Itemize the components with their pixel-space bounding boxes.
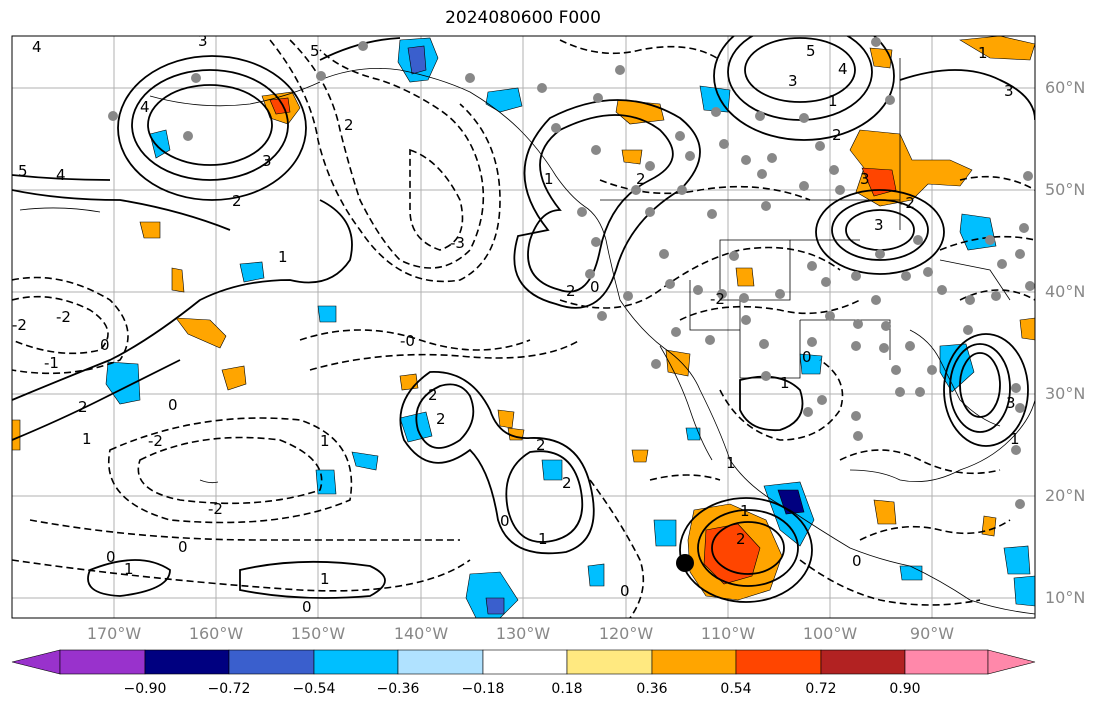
station-dots — [108, 37, 1035, 509]
svg-text:1: 1 — [740, 502, 750, 520]
colorbar-tick: 0.90 — [889, 681, 921, 697]
svg-text:2: 2 — [736, 530, 746, 548]
svg-text:-2: -2 — [12, 316, 27, 334]
lat-label-20n: 20°N — [1045, 486, 1086, 505]
svg-text:2: 2 — [536, 436, 546, 454]
lon-label-90w: 90°W — [909, 624, 955, 643]
svg-text:4: 4 — [32, 38, 42, 56]
lon-label-130w: 130°W — [495, 624, 551, 643]
colorbar-tick: 0.36 — [636, 681, 668, 697]
svg-text:2: 2 — [436, 410, 446, 428]
svg-text:3: 3 — [198, 32, 208, 50]
lat-label-40n: 40°N — [1045, 282, 1086, 301]
svg-text:0: 0 — [620, 582, 630, 600]
svg-text:1: 1 — [124, 560, 134, 578]
svg-text:1: 1 — [780, 374, 790, 392]
shaded-areas — [12, 36, 1035, 618]
svg-text:3: 3 — [262, 152, 272, 170]
contour-labels: 4 3 5 4 5 4 2 3 2 1 -3 -2 -2 -1 0 2 1 0 … — [12, 32, 1020, 616]
svg-text:4: 4 — [56, 166, 66, 184]
colorbar-tick: −0.90 — [123, 681, 167, 697]
colorbar — [11, 649, 1036, 675]
dashed-contours — [12, 39, 1035, 618]
svg-text:3: 3 — [788, 72, 798, 90]
map-title: 2024080600 F000 — [445, 8, 601, 28]
lon-label-110w: 110°W — [700, 624, 756, 643]
svg-text:1: 1 — [828, 92, 838, 110]
lon-label-100w: 100°W — [802, 624, 858, 643]
svg-text:0: 0 — [100, 336, 110, 354]
lon-label-120w: 120°W — [598, 624, 654, 643]
colorbar-tick: 0.72 — [805, 681, 837, 697]
svg-text:1: 1 — [726, 454, 736, 472]
lon-label-170w: 170°W — [86, 624, 142, 643]
svg-text:-2: -2 — [710, 290, 725, 308]
lat-label-60n: 60°N — [1045, 78, 1086, 97]
svg-text:3: 3 — [860, 170, 870, 188]
svg-text:4: 4 — [140, 98, 150, 116]
svg-text:5: 5 — [310, 42, 320, 60]
svg-text:1: 1 — [1010, 430, 1020, 448]
svg-text:3: 3 — [1004, 82, 1014, 100]
svg-text:3: 3 — [1006, 394, 1016, 412]
coastlines — [19, 58, 1035, 615]
lat-label-50n: 50°N — [1045, 180, 1086, 199]
svg-text:-1: -1 — [44, 354, 59, 372]
svg-text:0: 0 — [590, 278, 600, 296]
svg-text:1: 1 — [320, 570, 330, 588]
svg-text:2: 2 — [562, 474, 572, 492]
colorbar-tick: 0.18 — [551, 681, 583, 697]
colorbar-tick: 0.54 — [720, 681, 752, 697]
colorbar-tick: −0.72 — [207, 681, 251, 697]
svg-text:2: 2 — [636, 170, 646, 188]
svg-text:2: 2 — [832, 126, 842, 144]
svg-text:-3: -3 — [450, 234, 465, 252]
colorbar-tick: −0.18 — [461, 681, 505, 697]
svg-text:4: 4 — [838, 60, 848, 78]
lon-label-160w: 160°W — [188, 624, 244, 643]
svg-text:0: 0 — [106, 548, 116, 566]
svg-text:-2: -2 — [900, 194, 915, 212]
svg-text:-0: -0 — [400, 332, 415, 350]
lon-label-150w: 150°W — [290, 624, 346, 643]
svg-text:1: 1 — [82, 430, 92, 448]
svg-text:1: 1 — [544, 170, 554, 188]
storm-marker — [676, 554, 694, 572]
lon-label-140w: 140°W — [393, 624, 449, 643]
svg-text:1: 1 — [978, 44, 988, 62]
svg-text:-2: -2 — [148, 432, 163, 450]
svg-text:5: 5 — [806, 42, 816, 60]
svg-text:-2: -2 — [56, 308, 71, 326]
colorbar-tick: −0.36 — [376, 681, 420, 697]
svg-text:-2: -2 — [208, 500, 223, 518]
svg-text:5: 5 — [18, 162, 28, 180]
svg-text:2: 2 — [566, 282, 576, 300]
lat-label-10n: 10°N — [1045, 588, 1086, 607]
svg-text:3: 3 — [874, 216, 884, 234]
svg-text:2: 2 — [232, 192, 242, 210]
svg-text:2: 2 — [78, 398, 88, 416]
svg-text:1: 1 — [320, 432, 330, 450]
colorbar-tick: −0.54 — [292, 681, 336, 697]
svg-text:0: 0 — [500, 512, 510, 530]
svg-text:0: 0 — [178, 538, 188, 556]
svg-text:2: 2 — [344, 116, 354, 134]
svg-text:0: 0 — [802, 348, 812, 366]
svg-text:0: 0 — [852, 552, 862, 570]
gridlines — [12, 36, 1035, 618]
svg-text:0: 0 — [302, 598, 312, 616]
svg-text:2: 2 — [428, 386, 438, 404]
lat-label-30n: 30°N — [1045, 384, 1086, 403]
svg-text:1: 1 — [538, 530, 548, 548]
contours — [12, 36, 1035, 603]
svg-text:0: 0 — [168, 396, 178, 414]
svg-text:1: 1 — [278, 248, 288, 266]
